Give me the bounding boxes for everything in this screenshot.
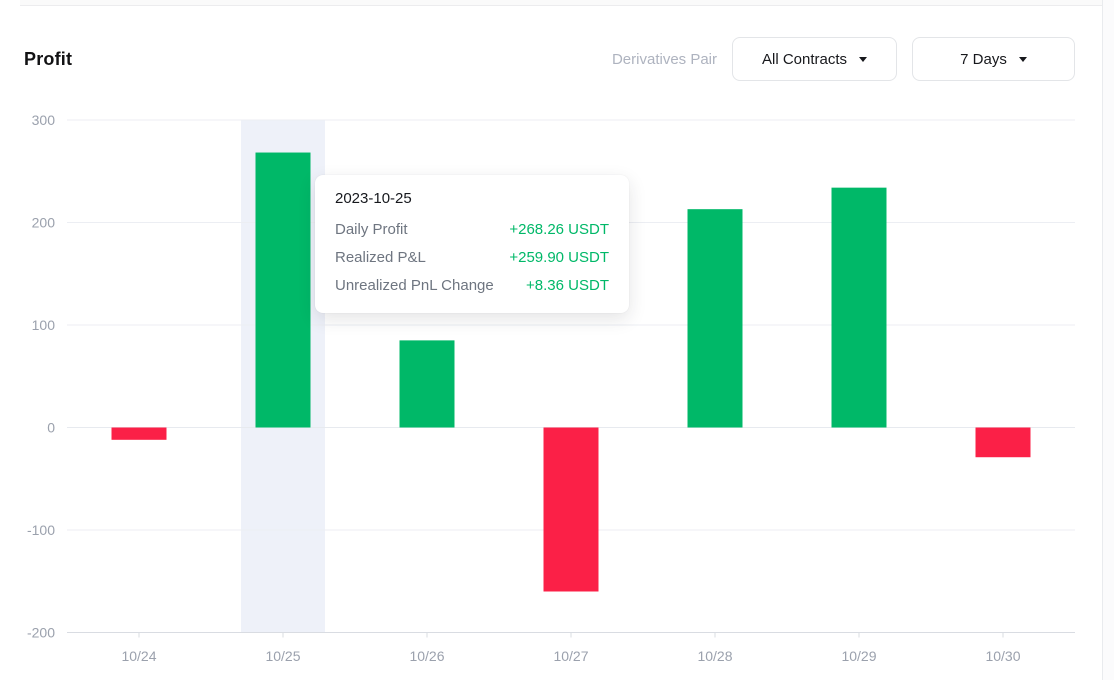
period-dropdown-value: 7 Days — [960, 50, 1007, 68]
top-divider — [20, 0, 1103, 6]
profit-bar-10/29[interactable] — [831, 187, 887, 428]
y-axis-tick-label: -100 — [27, 522, 55, 538]
page-title: Profit — [24, 48, 73, 69]
y-axis-tick-label: 100 — [32, 317, 56, 333]
right-edge-divider — [1102, 0, 1114, 680]
derivatives-pair-label: Derivatives Pair — [611, 50, 717, 68]
tooltip-row: Daily Profit +268.26 USDT — [335, 216, 609, 244]
chart-header: Profit Derivatives Pair All Contracts 7 … — [24, 36, 1075, 82]
y-axis-tick-label: 300 — [32, 112, 56, 128]
y-axis-tick-label: -200 — [27, 625, 55, 641]
x-axis-tick-label: 10/27 — [553, 648, 588, 664]
profit-bar-10/24[interactable] — [111, 427, 167, 440]
x-axis-tick-label: 10/30 — [985, 648, 1020, 664]
y-axis-tick-label: 0 — [47, 420, 55, 436]
caret-down-icon — [859, 56, 868, 62]
profit-bar-10/28[interactable] — [687, 209, 743, 428]
y-axis-tick-label: 200 — [32, 215, 56, 231]
tooltip-row-value: +8.36 USDT — [526, 277, 609, 294]
tooltip-row: Unrealized PnL Change +8.36 USDT — [335, 272, 609, 300]
x-axis-tick-label: 10/24 — [121, 648, 156, 664]
profit-bar-10/25[interactable] — [255, 152, 311, 428]
tooltip-row-value: +268.26 USDT — [509, 221, 609, 238]
tooltip-row-label: Realized P&L — [335, 249, 426, 266]
x-axis-tick-label: 10/26 — [409, 648, 444, 664]
x-axis-tick-label: 10/29 — [841, 648, 876, 664]
x-axis-tick-label: 10/28 — [697, 648, 732, 664]
tooltip-row-label: Unrealized PnL Change — [335, 277, 494, 294]
tooltip-date: 2023-10-25 — [335, 190, 412, 207]
chart-tooltip: 2023-10-25 Daily Profit +268.26 USDT Reali… — [315, 175, 629, 313]
caret-down-icon — [1018, 56, 1027, 62]
x-axis-tick-label: 10/25 — [265, 648, 300, 664]
contracts-dropdown-value: All Contracts — [761, 50, 848, 68]
tooltip-row: Realized P&L +259.90 USDT — [335, 244, 609, 272]
chart-controls: Derivatives Pair All Contracts 7 Days — [612, 37, 1075, 81]
profit-bar-10/26[interactable] — [399, 340, 455, 428]
tooltip-row-value: +259.90 USDT — [509, 249, 609, 266]
period-dropdown[interactable]: 7 Days — [912, 37, 1075, 81]
tooltip-row-label: Daily Profit — [335, 221, 408, 238]
tooltip-rows: Daily Profit +268.26 USDT Realized P&L +259… — [335, 216, 609, 300]
profit-bar-10/30[interactable] — [975, 427, 1031, 458]
profit-bar-10/27[interactable] — [543, 427, 599, 592]
contracts-dropdown[interactable]: All Contracts — [732, 37, 897, 81]
